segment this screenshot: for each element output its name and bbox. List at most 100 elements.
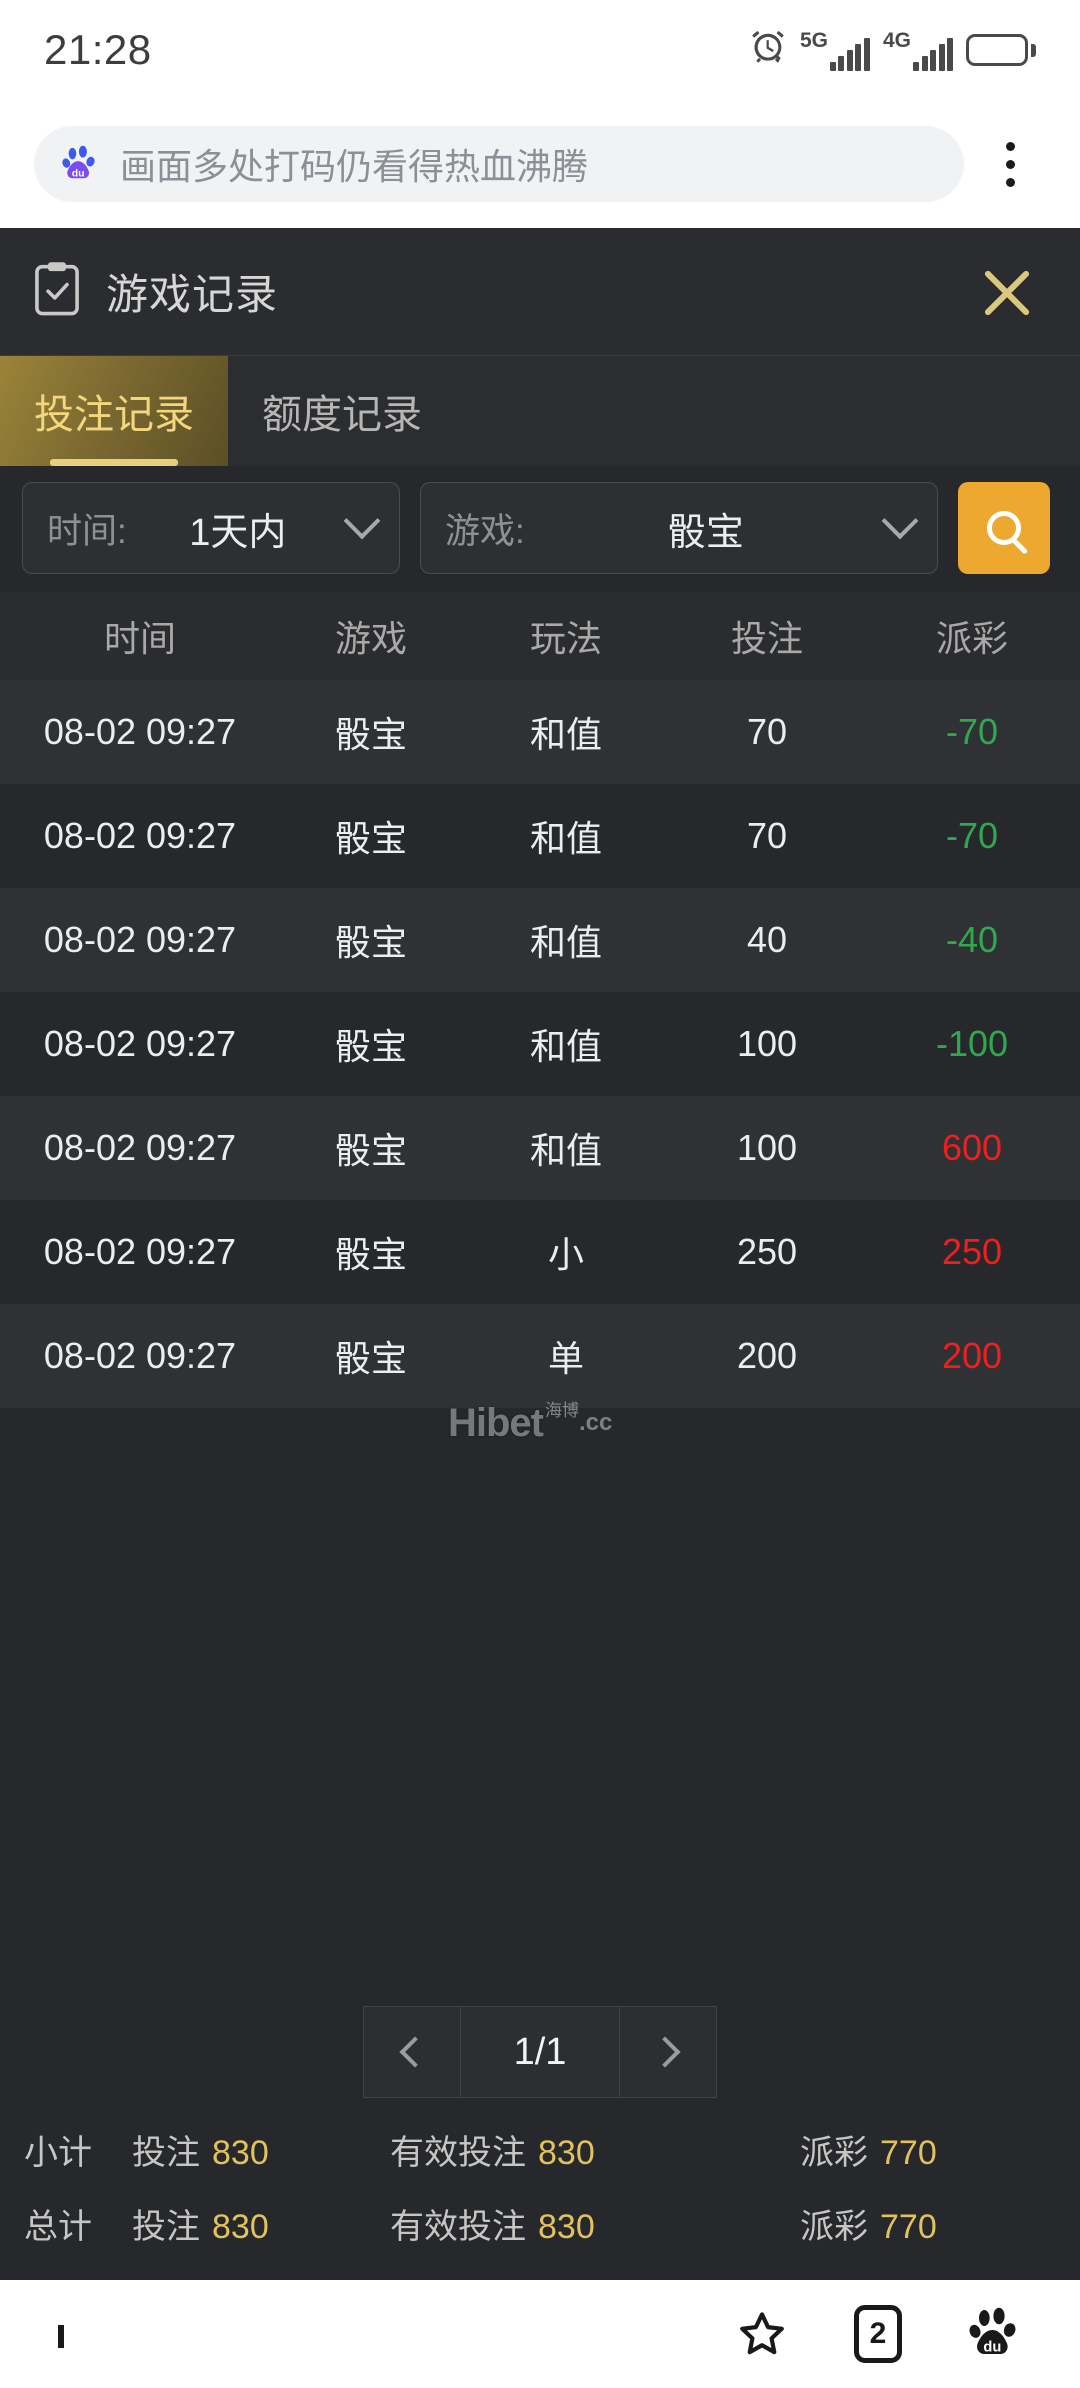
table-row[interactable]: 08-02 09:27 骰宝 和值 40 -40 xyxy=(0,888,1080,992)
table-row[interactable]: 08-02 09:27 骰宝 和值 100 -100 xyxy=(0,992,1080,1096)
cell-bet: 200 xyxy=(736,1335,798,1376)
nav-back-button[interactable] xyxy=(58,2325,64,2348)
cell-time: 08-02 09:27 xyxy=(43,1231,237,1272)
grandtotal-bet-value: 830 xyxy=(212,2207,269,2246)
game-filter-select[interactable]: 游戏: 骰宝 xyxy=(420,482,938,574)
browser-toolbar: du 画面多处打码仍看得热血沸腾 xyxy=(0,100,1080,228)
cell-play: 和值 xyxy=(529,818,602,859)
subtotal-payout-value: 770 xyxy=(880,2133,937,2172)
subtotal-payout: 派彩 770 xyxy=(738,2125,1056,2174)
game-records-panel: 游戏记录 投注记录 额度记录 时间: 1天内 游戏: 骰宝 时间 xyxy=(0,228,1080,2280)
grandtotal-row: 总计 投注 830 有效投注 830 派彩 770 xyxy=(24,2186,1056,2260)
grandtotal-bet: 投注 830 xyxy=(132,2199,390,2248)
cell-bet: 70 xyxy=(746,815,788,856)
clipboard-check-icon xyxy=(30,260,84,323)
table-row[interactable]: 08-02 09:27 骰宝 和值 100 600 xyxy=(0,1096,1080,1200)
tab-betting-records[interactable]: 投注记录 xyxy=(0,356,228,466)
cell-payout: 250 xyxy=(941,1231,1003,1272)
status-bar: 21:28 5G 4G xyxy=(0,0,1080,100)
table-row[interactable]: 08-02 09:27 骰宝 和值 70 -70 xyxy=(0,680,1080,784)
cell-play: 单 xyxy=(547,1338,584,1379)
game-filter-label: 游戏: xyxy=(445,511,525,551)
subtotal-bet: 投注 830 xyxy=(132,2125,390,2174)
cell-time: 08-02 09:27 xyxy=(43,711,237,752)
table-row[interactable]: 08-02 09:27 骰宝 小 250 250 xyxy=(0,1200,1080,1304)
chevron-left-icon xyxy=(399,2036,431,2068)
next-page-button[interactable] xyxy=(619,2006,717,2098)
bookmark-button[interactable] xyxy=(736,2309,788,2359)
baidu-paw-icon: du xyxy=(62,145,100,183)
cell-game: 骰宝 xyxy=(334,922,407,963)
cell-game: 骰宝 xyxy=(334,714,407,755)
page-title: 游戏记录 xyxy=(106,271,279,318)
svg-text:du: du xyxy=(72,168,85,179)
cell-play: 小 xyxy=(547,1234,584,1275)
tab-bar: 投注记录 额度记录 xyxy=(0,356,1080,466)
cell-payout: -40 xyxy=(945,919,999,960)
column-header-play: 玩法 xyxy=(529,618,602,659)
cell-game: 骰宝 xyxy=(334,1130,407,1171)
table-header: 时间 游戏 玩法 投注 派彩 xyxy=(0,592,1080,680)
status-time: 21:28 xyxy=(44,26,152,73)
table-row[interactable]: 08-02 09:27 骰宝 单 200 200 xyxy=(0,1304,1080,1408)
baidu-paw-icon[interactable]: du xyxy=(968,2306,1022,2362)
cell-payout: -100 xyxy=(935,1023,1009,1064)
signal-bars xyxy=(829,37,870,71)
subtotal-valid: 有效投注 830 xyxy=(390,2125,738,2174)
totals-section: 小计 投注 830 有效投注 830 派彩 770 总计 投注 830 有效投注 830 xyxy=(0,2112,1080,2260)
cell-payout: 200 xyxy=(941,1335,1003,1376)
time-filter-label: 时间: xyxy=(47,511,127,551)
4g-signal-icon: 4G xyxy=(883,30,953,71)
grandtotal-valid-value: 830 xyxy=(538,2207,595,2246)
search-button[interactable] xyxy=(958,482,1050,574)
table-body: 08-02 09:27 骰宝 和值 70 -70 08-02 09:27 骰宝 和值 70 -70… xyxy=(0,680,1080,1408)
subtotal-valid-value: 830 xyxy=(538,2133,595,2172)
table-row[interactable]: 08-02 09:27 骰宝 和值 70 -70 xyxy=(0,784,1080,888)
cell-play: 和值 xyxy=(529,1130,602,1171)
cell-game: 骰宝 xyxy=(334,818,407,859)
signal-bars xyxy=(913,37,953,71)
subtotal-valid-label: 有效投注 xyxy=(390,2133,526,2172)
chevron-down-icon xyxy=(343,502,381,540)
cell-play: 和值 xyxy=(529,922,602,963)
cell-game: 骰宝 xyxy=(334,1234,407,1275)
pagination: 1/1 xyxy=(0,2006,1080,2098)
cell-time: 08-02 09:27 xyxy=(43,1335,237,1376)
grandtotal-payout: 派彩 770 xyxy=(738,2199,1056,2248)
search-icon xyxy=(987,511,1021,545)
status-icons: 5G 4G xyxy=(749,29,1036,72)
cell-time: 08-02 09:27 xyxy=(43,1023,237,1064)
cell-bet: 100 xyxy=(736,1023,798,1064)
panel-header: 游戏记录 xyxy=(0,228,1080,356)
5g-signal-icon: 5G xyxy=(800,30,870,71)
filter-row: 时间: 1天内 游戏: 骰宝 xyxy=(0,466,1080,592)
time-filter-select[interactable]: 时间: 1天内 xyxy=(22,482,400,574)
cell-game: 骰宝 xyxy=(334,1026,407,1067)
battery-icon xyxy=(966,34,1036,66)
grandtotal-bet-label: 投注 xyxy=(132,2207,200,2246)
column-header-payout: 派彩 xyxy=(935,618,1008,659)
watermark-suffix: .cc xyxy=(579,1409,613,1436)
chevron-down-icon xyxy=(881,502,919,540)
subtotal-label: 小计 xyxy=(24,2133,92,2172)
grandtotal-valid: 有效投注 830 xyxy=(390,2199,738,2248)
close-icon[interactable] xyxy=(970,255,1044,329)
chevron-right-icon xyxy=(649,2036,681,2068)
search-input[interactable]: du 画面多处打码仍看得热血沸腾 xyxy=(34,126,964,202)
svg-text:du: du xyxy=(983,2339,1001,2355)
prev-page-button[interactable] xyxy=(363,2006,461,2098)
cell-play: 和值 xyxy=(529,714,602,755)
tab-count-button[interactable]: 2 xyxy=(854,2305,902,2363)
grandtotal-label: 总计 xyxy=(24,2207,92,2246)
grandtotal-valid-label: 有效投注 xyxy=(390,2207,526,2246)
kebab-menu-icon[interactable] xyxy=(974,141,1046,187)
cell-game: 骰宝 xyxy=(334,1338,407,1379)
alarm-clock-icon xyxy=(749,29,787,72)
cell-payout: -70 xyxy=(945,711,999,752)
cell-time: 08-02 09:27 xyxy=(43,919,237,960)
cell-payout: 600 xyxy=(941,1127,1003,1168)
cell-bet: 100 xyxy=(736,1127,798,1168)
tab-quota-records[interactable]: 额度记录 xyxy=(262,393,422,437)
grandtotal-payout-value: 770 xyxy=(880,2207,937,2246)
